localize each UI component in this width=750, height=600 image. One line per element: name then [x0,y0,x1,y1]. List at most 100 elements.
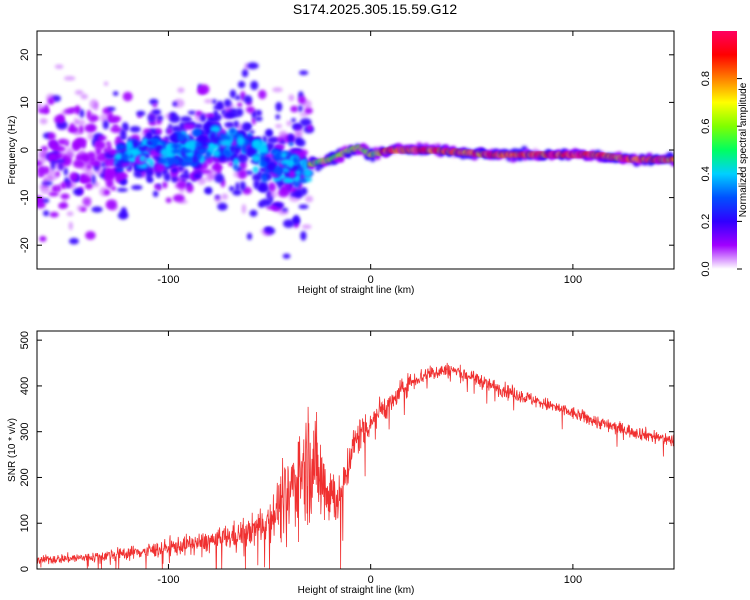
spectrogram-cell [168,133,180,142]
spectrogram-cell [287,133,295,143]
spectrogram-cell [277,180,282,190]
spectrogram-cell [234,147,240,156]
spectrogram-cell [363,145,370,152]
spectrogram-cell [252,154,261,163]
spectrogram-cell [68,221,73,231]
spectrogram-cell [260,160,268,167]
spectrogram-cell [82,197,89,206]
spectrogram-cell [298,153,305,159]
spectrogram-cell [114,153,123,161]
spectrogram-cell [103,189,111,196]
spectrogram-cell [221,193,229,200]
spectrogram-x-tick-label: -100 [157,274,179,286]
spectrogram-cell [78,125,84,134]
spectrogram-cell [72,188,83,196]
spectrogram-cell [222,148,231,156]
spectrogram-cell [110,186,117,191]
spectrogram-cell [49,211,59,218]
spectrogram-cell [249,209,258,217]
spectrogram-cell [223,111,235,119]
spectrogram-cell [158,159,169,164]
spectrogram-cell [119,135,127,140]
spectrogram-cell [234,95,241,101]
spectrogram-cell [44,103,49,114]
spectrogram-cell [222,135,232,141]
spectrogram-cell [277,188,290,198]
spectrogram-cell [244,63,249,71]
spectrogram-cell [295,170,301,175]
spectrogram-cells [37,62,674,259]
spectrogram-cell [243,95,253,104]
snr-y-tick-label: 500 [19,331,31,349]
spectrogram-cell [165,197,172,203]
colorbar-tick-label: 0.6 [700,119,712,134]
spectrogram-cell [151,109,162,115]
spectrogram-cell [174,183,180,189]
spectrogram-cell [275,114,281,120]
spectrogram-cell [304,195,314,203]
spectrogram-cell [172,101,178,107]
spectrogram-cell [57,114,65,124]
snr-x-ticks: -100 0 100 [157,331,582,586]
colorbar: 0.0 0.2 0.4 0.6 0.8 Normalized spectral ampl… [700,31,749,277]
spectrogram-cell [268,196,274,203]
spectrogram-cell [257,170,263,177]
spectrogram-cell [267,162,275,172]
spectrogram-cell [156,115,164,121]
spectrogram-cell [203,113,216,118]
spectrogram-cell [267,182,277,192]
spectrogram-cell [241,203,247,214]
spectrogram-cell [117,211,129,220]
spectrogram-cell [54,161,67,171]
spectrogram-cell [275,151,282,160]
spectrogram-cell [282,159,291,165]
snr-y-tick-label: 200 [19,468,31,486]
spectrogram-cell [75,119,86,126]
spectrogram-cell [213,105,224,110]
spectrogram-cell [298,204,309,210]
spectrogram-cell [148,168,153,176]
spectrogram-cell [212,149,221,158]
spectrogram-cell [236,136,246,146]
spectrogram-cell [60,181,73,189]
spectrogram-cell [104,167,112,176]
spectrogram-cell [63,76,76,81]
spectrogram-cell [80,93,89,100]
spectrogram-cell [227,161,235,167]
spectrogram-cell [184,140,196,150]
spectrogram-y-tick-label: 20 [19,49,31,61]
snr-ylabel: SNR (10 * v/v) [7,418,18,482]
spectrogram-cell [304,107,313,115]
spectrogram-cell [39,117,48,125]
spectrogram-cell [241,143,247,152]
spectrogram-cell [246,62,259,70]
spectrogram-cell [84,182,93,190]
spectrogram-xlabel: Height of straight line (km) [298,285,415,296]
spectrogram-cell [239,181,246,191]
spectrogram-cell [272,176,282,182]
spectrogram-cell [244,170,254,175]
spectrogram-cell [192,128,201,137]
spectrogram-cell [156,185,162,191]
colorbar-tick-label: 0.4 [700,166,712,181]
spectrogram-cell [215,114,222,120]
spectrogram-cell [214,195,222,204]
spectrogram-cell [246,146,257,157]
spectrogram-cell [198,84,210,95]
spectrogram-cell [47,153,58,163]
spectrogram-cell [89,156,96,163]
spectrogram-cell [280,151,288,159]
spectrogram-cell [47,97,55,105]
spectrogram-cell [91,174,96,185]
spectrogram-cell [374,154,381,161]
spectrogram-cell [156,145,162,151]
spectrogram-cell [37,197,46,205]
spectrogram-y-ticks: -20 -10 0 10 20 [19,49,674,253]
spectrogram-cell [671,157,674,162]
spectrogram-cell [152,103,158,108]
spectrogram-cell [205,173,214,182]
spectrogram-cell [87,132,94,141]
spectrogram-cell [183,123,195,130]
snr-x-tick-label: 100 [564,574,582,586]
snr-series-line [37,362,674,569]
